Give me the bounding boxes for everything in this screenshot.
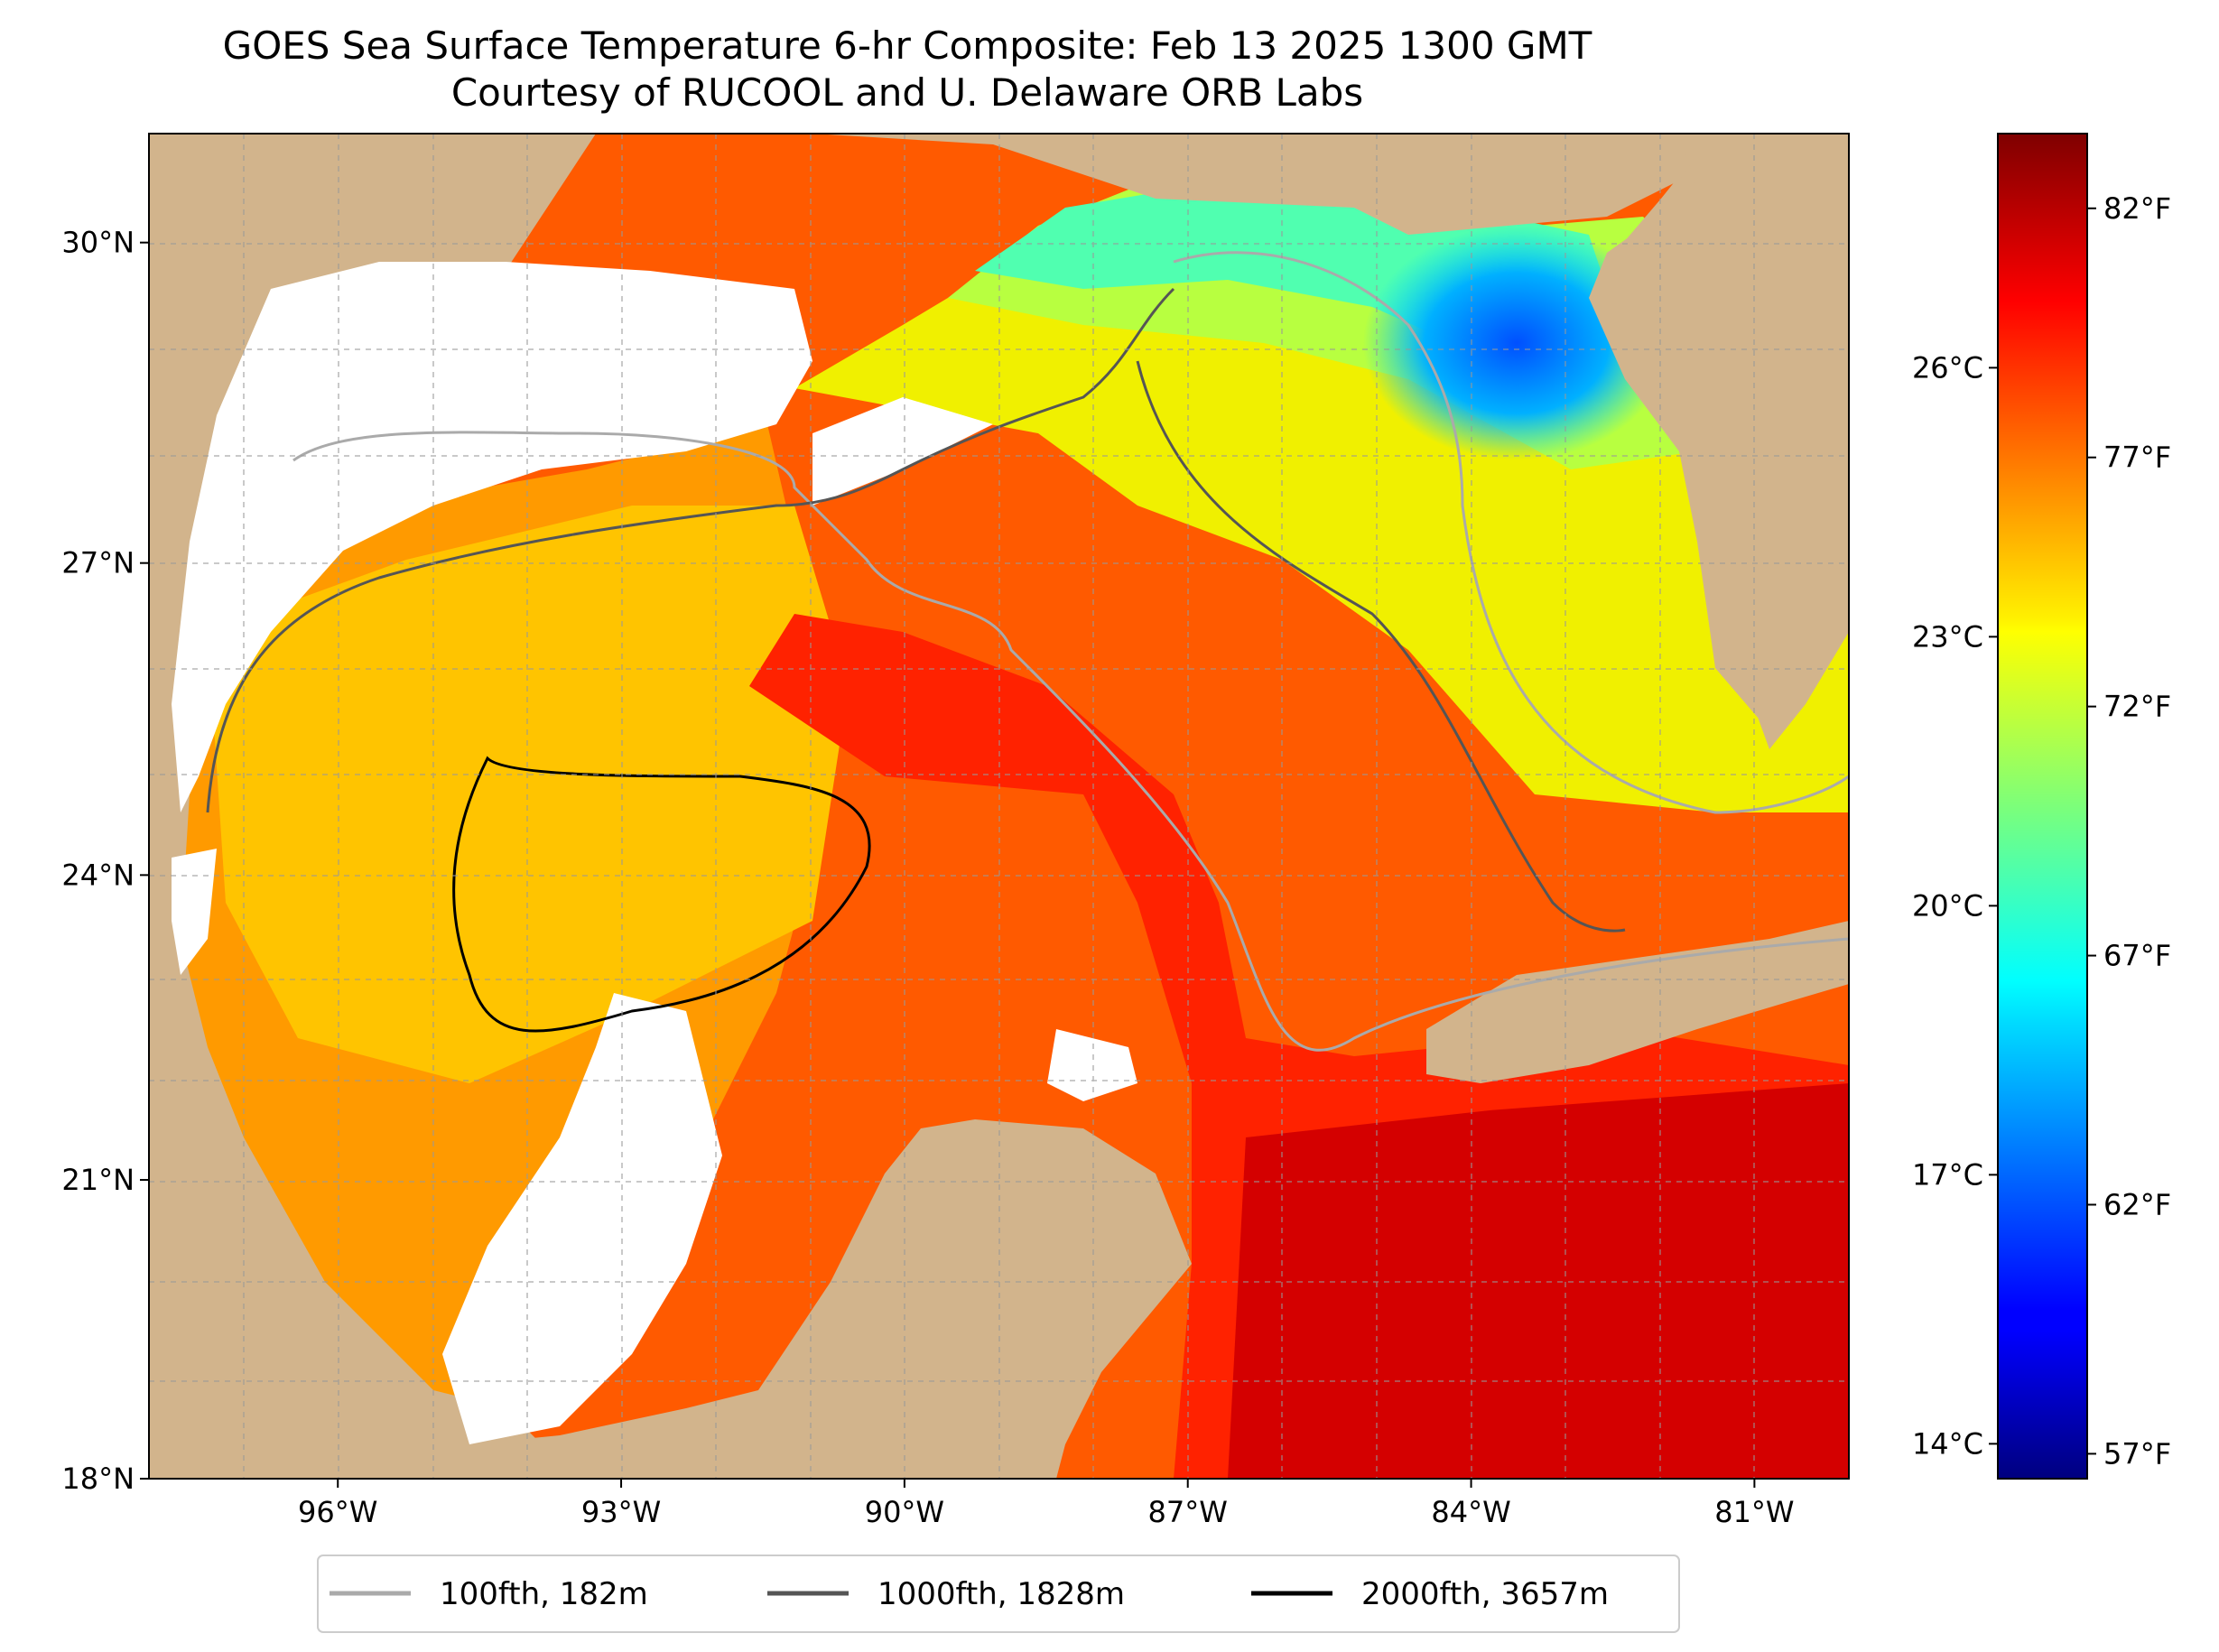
cloud-cover-west	[172, 849, 217, 975]
legend-label-2000fth: 2000fth, 3657m	[1361, 1576, 1609, 1612]
lon-tick-label: 93°W	[581, 1495, 661, 1529]
lon-tick-label: 96°W	[298, 1495, 377, 1529]
land-cuba	[1426, 921, 1849, 1083]
land-gulf-coast	[149, 134, 1715, 235]
contour-2000fth	[452, 756, 871, 1033]
celsius-tick-label: 26°C	[1912, 350, 1983, 385]
colorbar	[1997, 133, 2088, 1480]
legend-label-100fth: 100fth, 182m	[440, 1576, 648, 1612]
longitude-axis: 96°W 93°W 90°W 87°W 84°W 81°W	[298, 1479, 1795, 1529]
fahrenheit-tick-label: 77°F	[2103, 441, 2171, 475]
fahrenheit-tick-label: 72°F	[2103, 690, 2171, 724]
celsius-tick-label: 20°C	[1912, 888, 1983, 923]
lat-tick-label: 18°N	[61, 1462, 135, 1496]
cloud-cover-central	[812, 397, 993, 506]
lon-tick-label: 84°W	[1431, 1495, 1510, 1529]
legend-label-1000fth: 1000fth, 1828m	[877, 1576, 1125, 1612]
cloud-cover-northwest	[172, 262, 812, 812]
lon-tick-label: 87°W	[1148, 1495, 1228, 1529]
contour-100fth	[292, 431, 1849, 1052]
fahrenheit-tick-label: 57°F	[2103, 1436, 2171, 1471]
fahrenheit-tick-label: 67°F	[2103, 939, 2171, 973]
colorbar-celsius-axis: 26°C 23°C 20°C 17°C 14°C	[1912, 350, 1998, 1461]
lat-tick-label: 24°N	[61, 858, 135, 892]
graticule	[149, 134, 1849, 1479]
map-subtitle: Courtesy of RUCOOL and U. Delaware ORB L…	[450, 70, 1364, 115]
latitude-axis: 30°N 27°N 24°N 21°N 18°N	[61, 226, 149, 1496]
legend-frame	[317, 1555, 1680, 1633]
celsius-tick-label: 14°C	[1912, 1426, 1983, 1461]
colorbar-fahrenheit-axis: 82°F 77°F 72°F 67°F 62°F 57°F	[2087, 191, 2171, 1471]
fahrenheit-tick-label: 62°F	[2103, 1187, 2171, 1221]
contour-100fth-florida	[1173, 251, 1849, 814]
map-title: GOES Sea Surface Temperature 6-hr Compos…	[222, 23, 1592, 68]
contour-legend: 100fth, 182m 1000fth, 1828m 2000fth, 365…	[317, 1555, 1680, 1633]
land-florida-peninsula	[1589, 144, 1849, 731]
map-frame	[148, 133, 1850, 1480]
fahrenheit-tick-label: 82°F	[2103, 191, 2171, 226]
sst-caribbean	[1228, 1083, 1849, 1479]
sst-west-yellow	[208, 506, 849, 1083]
land-yucatan	[149, 1119, 1192, 1479]
contour-1000fth-east	[1136, 360, 1626, 933]
lat-tick-label: 30°N	[61, 226, 135, 260]
lon-tick-label: 81°W	[1714, 1495, 1794, 1529]
cloud-cover-small	[1047, 1029, 1137, 1101]
lon-tick-label: 90°W	[865, 1495, 944, 1529]
map-area	[149, 134, 1849, 1479]
celsius-tick-label: 17°C	[1912, 1157, 1983, 1192]
sst-cold-pool	[1363, 226, 1670, 460]
land-georgia	[1679, 134, 1849, 208]
lat-tick-label: 27°N	[61, 546, 135, 580]
contour-1000fth	[206, 287, 1175, 813]
lat-tick-label: 21°N	[61, 1163, 135, 1197]
cloud-cover-campeche	[442, 993, 722, 1444]
celsius-tick-label: 23°C	[1912, 619, 1983, 654]
